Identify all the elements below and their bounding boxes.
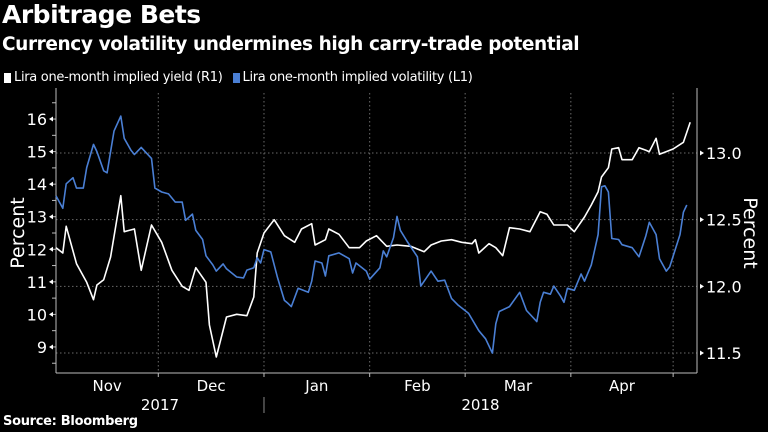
right-axis-tick-marker [700, 150, 704, 156]
left-axis-tick-marker [49, 279, 53, 285]
left-axis-tick-marker [49, 116, 53, 122]
chart-title: Arbitrage Bets [2, 0, 201, 29]
x-axis-month-label: Dec [197, 377, 226, 395]
chart-subtitle: Currency volatility undermines high carr… [2, 34, 580, 55]
right-axis-tick-marker [700, 350, 704, 356]
x-axis-month-label: Feb [404, 377, 431, 395]
left-axis-tick-label: 11 [27, 273, 47, 292]
right-axis-tick-label: 11.5 [706, 344, 742, 363]
legend-swatch-volatility [232, 72, 240, 83]
legend-label-volatility: Lira one-month implied volatility (L1) [242, 70, 473, 85]
axes: 9 10 11 12 13 14 15 16 11.5 12.0 12.5 13.0 Nov Dec Jan… [27, 88, 742, 414]
left-axis-title: Percent [7, 197, 29, 269]
legend-item-yield: Lira one-month implied yield (R1) [4, 70, 223, 85]
right-axis-tick-label: 12.0 [706, 277, 742, 296]
legend-swatch-yield [4, 72, 11, 83]
left-axis-tick-label: 9 [37, 338, 47, 357]
right-axis-tick-marker [700, 283, 704, 289]
legend-label-yield: Lira one-month implied yield (R1) [14, 70, 223, 85]
x-axis-month-label: Jan [304, 377, 328, 395]
source-note: Source: Bloomberg [3, 414, 138, 429]
left-axis-tick-marker [49, 311, 53, 317]
left-axis-tick-label: 15 [27, 143, 47, 162]
series-line-volatility [55, 115, 688, 354]
right-axis-tick-label: 13.0 [706, 144, 742, 163]
x-axis-year-label: 2017 [141, 396, 179, 414]
series-lines [55, 115, 691, 358]
right-axis-tick-marker [700, 217, 704, 223]
left-axis-tick-marker [49, 181, 53, 187]
right-axis-tick-label: 12.5 [706, 211, 742, 230]
left-axis-tick-marker [49, 149, 53, 155]
gridlines [56, 93, 697, 373]
left-axis-tick-marker [49, 246, 53, 252]
left-axis-tick-label: 13 [27, 208, 47, 227]
x-axis-month-label: Apr [609, 377, 636, 395]
left-axis-tick-marker [49, 344, 53, 350]
x-axis-year-label: 2018 [461, 396, 499, 414]
left-axis-tick-label: 14 [27, 175, 47, 194]
x-axis-month-label: Nov [93, 377, 122, 395]
x-axis-month-label: Mar [504, 377, 533, 395]
left-axis-tick-marker [49, 214, 53, 220]
left-axis-tick-label: 12 [27, 240, 47, 259]
legend-item-volatility: Lira one-month implied volatility (L1) [232, 70, 473, 85]
series-line-yield [55, 122, 691, 358]
left-axis-tick-label: 10 [27, 305, 47, 324]
right-axis-title: Percent [739, 197, 761, 269]
left-axis-tick-label: 16 [27, 110, 47, 129]
legend: Lira one-month implied yield (R1) Lira o… [4, 70, 473, 85]
